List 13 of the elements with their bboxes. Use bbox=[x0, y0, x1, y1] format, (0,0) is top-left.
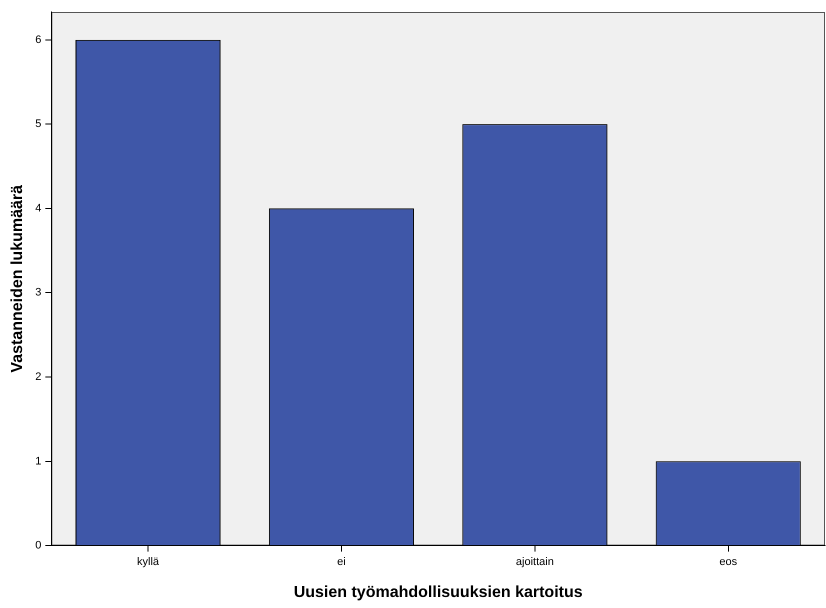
x-tick-label: kyllä bbox=[137, 556, 160, 568]
x-axis-title: Uusien työmahdollisuuksien kartoitus bbox=[294, 584, 583, 601]
y-tick-label: 3 bbox=[35, 286, 42, 299]
y-tick-label: 0 bbox=[35, 540, 42, 552]
y-tick-label: 2 bbox=[35, 371, 42, 384]
y-axis-title: Vastanneiden lukumäärä bbox=[9, 184, 26, 373]
x-tick-label: ajoittain bbox=[516, 556, 554, 568]
y-tick-label: 6 bbox=[35, 34, 42, 46]
y-tick-label: 4 bbox=[35, 202, 42, 214]
x-tick-label: ei bbox=[337, 556, 346, 568]
y-tick-label: 5 bbox=[35, 118, 42, 130]
x-tick-label: eos bbox=[719, 556, 738, 568]
y-tick-label: 1 bbox=[35, 455, 42, 468]
